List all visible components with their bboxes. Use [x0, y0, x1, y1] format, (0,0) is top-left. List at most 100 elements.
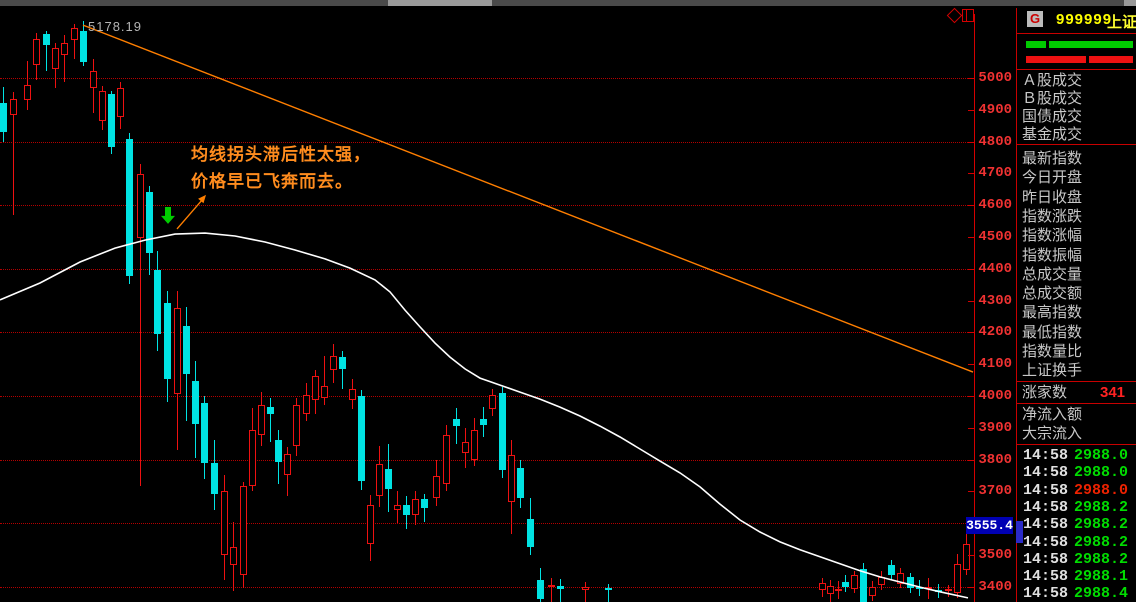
- panel-field-row[interactable]: Ｂ股成交: [1022, 90, 1083, 107]
- candle-down: [842, 581, 849, 588]
- axis-tick-label: 4400: [978, 260, 1012, 277]
- candle-up: [71, 28, 78, 41]
- candle-up: [835, 588, 842, 592]
- axis-tick-label: 4800: [978, 133, 1012, 150]
- tape-time[interactable]: 14:58: [1023, 585, 1069, 602]
- candle-up: [61, 42, 68, 55]
- top-scrollbar-track[interactable]: [0, 0, 1136, 6]
- candle-up: [117, 88, 124, 117]
- candle-down: [517, 468, 524, 499]
- axis-tick: [968, 491, 974, 493]
- candle-wick: [46, 31, 47, 71]
- axis-tick: [968, 205, 974, 207]
- hotkey-g-icon[interactable]: G: [1027, 11, 1043, 27]
- candle-up: [394, 505, 401, 511]
- tape-time[interactable]: 14:58: [1023, 568, 1069, 586]
- candle-wick: [424, 493, 425, 523]
- advancers-row: 涨家数 341: [1022, 384, 1134, 402]
- top-scrollbar-end[interactable]: [1124, 0, 1136, 6]
- axis-tick-label: 4100: [978, 356, 1012, 373]
- candle-up: [954, 563, 961, 594]
- gridline: [0, 268, 972, 270]
- candle-down: [605, 588, 612, 591]
- axis-tick-label: 4600: [978, 197, 1012, 214]
- panel-field-row[interactable]: 基金成交: [1022, 126, 1083, 143]
- tape-time[interactable]: 14:58: [1023, 516, 1069, 534]
- tape-time[interactable]: 14:58: [1023, 464, 1069, 482]
- candle-down: [43, 34, 50, 46]
- axis-tick: [968, 173, 974, 175]
- candle-up: [33, 39, 40, 65]
- tape-time[interactable]: 14:58: [1023, 533, 1069, 551]
- candle-up: [819, 582, 826, 590]
- candle-wick: [585, 581, 586, 602]
- panel-separator: [1016, 144, 1136, 145]
- candle-down: [80, 30, 87, 62]
- tape-price[interactable]: 2988.4: [1074, 585, 1129, 602]
- candle-up: [330, 355, 337, 370]
- candle-up: [221, 491, 228, 555]
- tape-time[interactable]: 14:58: [1023, 447, 1069, 464]
- candle-up: [293, 405, 300, 447]
- panel-field-row: 指数涨跌: [1022, 207, 1083, 225]
- tape-time[interactable]: 14:58: [1023, 550, 1069, 568]
- candle-up: [878, 577, 885, 586]
- candle-wick: [74, 23, 75, 60]
- axis-tick: [968, 586, 974, 588]
- candle-down: [275, 439, 282, 463]
- axis-tick-label: 4200: [978, 324, 1012, 341]
- candle-down: [888, 565, 895, 575]
- axis-tick-label: 3800: [978, 451, 1012, 468]
- panel-field-row[interactable]: 国债成交: [1022, 108, 1083, 125]
- sell-strength-bar: [1026, 56, 1086, 63]
- tape-price[interactable]: 2988.2: [1074, 533, 1129, 551]
- candle-up: [240, 486, 247, 576]
- restore-window-icon[interactable]: [962, 9, 974, 22]
- axis-tick: [968, 395, 974, 397]
- panel-separator: [1016, 33, 1136, 34]
- panel-separator: [1016, 69, 1136, 70]
- tape-price[interactable]: 2988.1: [1074, 568, 1129, 586]
- panel-separator: [1016, 381, 1136, 382]
- panel-field-row[interactable]: Ａ股成交: [1022, 72, 1083, 89]
- tape-scrollbar-thumb[interactable]: [1016, 521, 1023, 543]
- tape-price[interactable]: 2988.0: [1074, 481, 1129, 499]
- candle-up: [462, 442, 469, 454]
- tape-price[interactable]: 2988.0: [1074, 447, 1129, 464]
- panel-field-row: 昨日收盘: [1022, 188, 1083, 206]
- candle-down: [385, 469, 392, 490]
- axis-tick: [968, 427, 974, 429]
- candle-down: [557, 586, 564, 590]
- gridline: [0, 395, 972, 397]
- axis-tick: [968, 332, 974, 334]
- candle-down: [108, 93, 115, 148]
- top-scrollbar-thumb[interactable]: [388, 0, 492, 6]
- candle-down: [860, 569, 867, 602]
- gridline: [0, 459, 972, 461]
- tape-price[interactable]: 2988.2: [1074, 550, 1129, 568]
- tape-time[interactable]: 14:58: [1023, 498, 1069, 516]
- advancers-value: 341: [1100, 384, 1126, 401]
- candle-up: [508, 454, 515, 503]
- candle-up: [24, 84, 31, 101]
- axis-tick: [968, 364, 974, 366]
- axis-tick: [968, 141, 974, 143]
- tape-price[interactable]: 2988.2: [1074, 516, 1129, 534]
- buy-strength-bar: [1049, 41, 1133, 48]
- candle-up: [230, 546, 237, 566]
- candle-down: [480, 419, 487, 426]
- candle-down: [192, 380, 199, 424]
- panel-field-row: 指数振幅: [1022, 246, 1083, 264]
- axis-tick-label: 3400: [978, 578, 1012, 595]
- panel-separator: [1016, 444, 1136, 445]
- candle-down: [358, 395, 365, 481]
- candle-down: [201, 402, 208, 464]
- tape-time[interactable]: 14:58: [1023, 481, 1069, 499]
- candle-down: [403, 505, 410, 516]
- tape-price[interactable]: 2988.0: [1074, 464, 1129, 482]
- panel-field-row: 最低指数: [1022, 323, 1083, 341]
- candle-up: [582, 587, 589, 590]
- tape-price[interactable]: 2988.2: [1074, 498, 1129, 516]
- axis-tick: [968, 77, 974, 79]
- price-axis-line: [974, 14, 975, 602]
